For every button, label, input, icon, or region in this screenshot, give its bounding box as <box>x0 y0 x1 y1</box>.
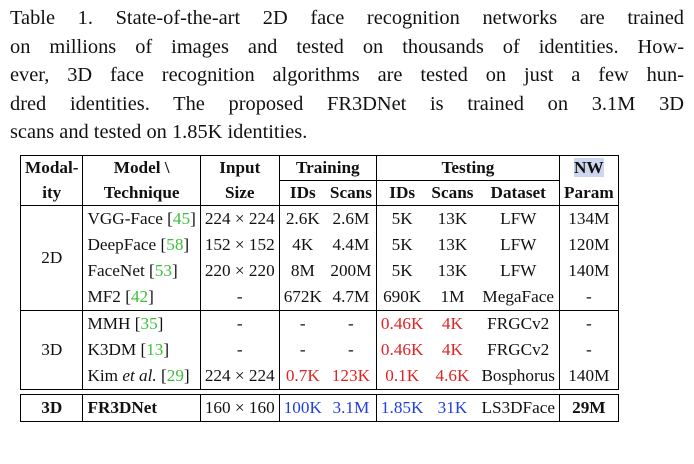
table-caption: Table 1. State-of-the-art 2D face recogn… <box>10 4 684 147</box>
test-ids-cell: 1.85K <box>376 394 428 422</box>
train-ids-cell: - <box>299 314 306 333</box>
dataset-cell: LFW <box>477 205 561 232</box>
input-cell: 220 × 220 <box>200 258 280 284</box>
train-ids-cell: 100K <box>279 394 326 422</box>
test-ids-cell: 0.46K <box>380 314 424 333</box>
param-cell: 140M <box>559 258 619 284</box>
header-modality-cont: ity <box>19 180 84 206</box>
test-scans-cell: 13K <box>437 235 468 254</box>
header-train-ids: IDs <box>279 180 326 206</box>
modality-cell: 3D <box>19 394 84 422</box>
train-ids-cell: 8M <box>290 261 315 280</box>
test-scans-cell: 4K <box>441 340 463 359</box>
train-ids-cell: 2.6K <box>285 209 320 228</box>
test-ids-cell: 5K <box>391 261 413 280</box>
test-ids-cell: 5K <box>391 235 413 254</box>
param-cell: 140M <box>559 363 619 390</box>
model-cell: VGG-Face [45] <box>82 205 201 232</box>
table-row: DeepFace [58] 152 × 152 4K 4.4M 5K 13K L… <box>21 232 619 258</box>
test-scans-cell: 31K <box>427 394 478 422</box>
caption-line: on millions of images and tested on thou… <box>10 35 684 58</box>
test-scans-cell: 4K <box>441 314 463 333</box>
test-ids-cell: 0.1K <box>376 363 428 390</box>
train-scans-cell: 123K <box>325 363 377 390</box>
input-cell: 224 × 224 <box>200 205 280 232</box>
model-cell: K3DM [13] <box>82 337 201 363</box>
caption-line: dred identities. The proposed FR3DNet is… <box>10 92 684 115</box>
proposed-row: 3D FR3DNet 160 × 160 100K 3.1M 1.85K 31K… <box>19 394 619 422</box>
header-test-scans: Scans <box>427 180 478 206</box>
train-scans-cell: 3.1M <box>325 394 377 422</box>
table-row: 3D MMH [35] - - - 0.46K 4K FRGCv2 - <box>19 310 619 390</box>
table-row: K3DM [13] - - - 0.46K 4K FRGCv2 - <box>21 337 619 363</box>
test-ids-cell: 690K <box>376 284 428 311</box>
dataset-cell: LS3DFace <box>477 394 561 422</box>
param-cell: - <box>559 337 619 363</box>
input-cell: 224 × 224 <box>200 363 280 390</box>
test-ids-cell: 0.46K <box>380 340 424 359</box>
param-cell: - <box>559 284 619 311</box>
param-cell: 134M <box>559 205 619 232</box>
train-scans-cell: - <box>325 337 377 363</box>
input-cell: 160 × 160 <box>200 394 280 422</box>
table-row: 2D VGG-Face [45] 224 × 224 2.6K 2.6M 5K … <box>19 205 619 311</box>
test-ids-cell: 5K <box>391 209 413 228</box>
train-scans-cell: 2.6M <box>325 205 377 232</box>
train-ids-cell: - <box>299 340 306 359</box>
test-scans-cell: 1M <box>427 284 478 311</box>
header-testing: Testing <box>376 155 561 181</box>
header-train-scans: Scans <box>325 180 377 206</box>
model-cell: DeepFace [58] <box>82 232 201 258</box>
model-cell: FR3DNet <box>82 394 201 422</box>
train-ids-cell: 0.7K <box>279 363 326 390</box>
test-scans-cell: 4.6K <box>427 363 478 390</box>
model-cell: FaceNet [53] <box>82 258 201 284</box>
input-cell: - <box>200 310 280 337</box>
dataset-cell: FRGCv2 <box>477 310 561 337</box>
caption-line: Table 1. State-of-the-art 2D face recogn… <box>10 7 684 29</box>
test-scans-cell: 13K <box>437 261 468 280</box>
model-cell: MMH [35] <box>82 310 201 337</box>
table-row: Kim et al. [29] 224 × 224 0.7K 123K 0.1K… <box>21 363 619 390</box>
train-scans-cell: - <box>325 310 377 337</box>
modality-cell: 2D <box>19 205 84 311</box>
train-scans-cell: 4.4M <box>325 232 377 258</box>
input-cell: - <box>200 337 280 363</box>
modality-cell: 3D <box>19 310 84 390</box>
header-training: Training <box>279 155 377 181</box>
param-cell: - <box>559 310 619 337</box>
header-input: Input <box>200 155 280 181</box>
table-row: MF2 [42] - 672K 4.7M 690K 1M MegaFace - <box>21 284 619 311</box>
header-input-cont: Size <box>200 180 280 206</box>
header-test-ids: IDs <box>376 180 428 206</box>
header-test-dataset: Dataset <box>477 180 561 206</box>
dataset-cell: LFW <box>477 232 561 258</box>
train-scans-cell: 200M <box>325 258 377 284</box>
model-cell: Kim et al. [29] <box>82 363 201 390</box>
header-model-cont: Technique <box>82 180 201 206</box>
input-cell: - <box>200 284 280 311</box>
param-cell: 120M <box>559 232 619 258</box>
dataset-cell: LFW <box>477 258 561 284</box>
caption-line: ever, 3D face recognition algorithms are… <box>10 64 684 87</box>
header-modality: Modal- <box>19 155 84 181</box>
param-cell: 29M <box>559 394 619 422</box>
train-ids-cell: 4K <box>292 235 314 254</box>
header-nw: NW <box>559 155 619 181</box>
test-scans-cell: 13K <box>437 209 468 228</box>
dataset-cell: Bosphorus <box>477 363 561 390</box>
dataset-cell: MegaFace <box>477 284 561 311</box>
dataset-cell: FRGCv2 <box>477 337 561 363</box>
input-cell: 152 × 152 <box>200 232 280 258</box>
train-ids-cell: 672K <box>279 284 326 311</box>
train-scans-cell: 4.7M <box>325 284 377 311</box>
header-model: Model \ <box>82 155 201 181</box>
table-row: FaceNet [53] 220 × 220 8M 200M 5K 13K LF… <box>21 258 619 284</box>
comparison-table: Modal- Model \ Input Training Testing NW… <box>19 155 619 422</box>
header-nw-cont: Param <box>559 180 619 206</box>
model-cell: MF2 [42] <box>82 284 201 311</box>
caption-line: scans and tested on 1.85K identities. <box>10 121 308 144</box>
